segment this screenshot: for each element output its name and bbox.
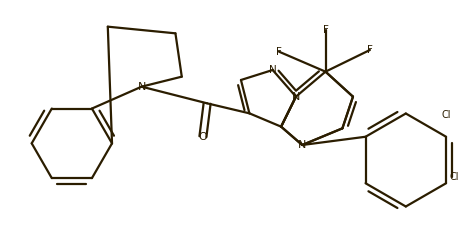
Text: N: N <box>292 92 300 102</box>
Text: F: F <box>276 47 282 57</box>
Text: F: F <box>323 25 328 35</box>
Text: F: F <box>367 45 373 55</box>
Text: Cl: Cl <box>441 110 451 120</box>
Text: N: N <box>269 65 277 75</box>
Text: N: N <box>298 140 306 150</box>
Text: N: N <box>138 82 146 92</box>
Text: O: O <box>199 132 207 142</box>
Text: Cl: Cl <box>450 172 459 182</box>
